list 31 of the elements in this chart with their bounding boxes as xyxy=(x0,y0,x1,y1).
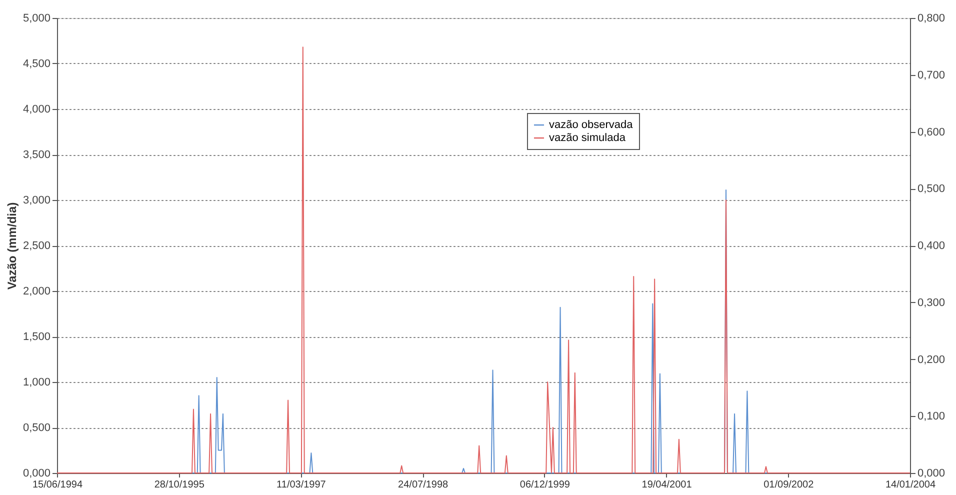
y-tick-label: 2,500 xyxy=(22,240,50,252)
legend-label: vazão observada xyxy=(549,119,634,131)
legend-label: vazão simulada xyxy=(549,132,626,144)
y-tick-label: 3,000 xyxy=(22,194,50,206)
y-tick-label: 1,500 xyxy=(22,331,50,343)
x-tick-label: 15/06/1994 xyxy=(32,480,83,490)
y2-tick-label: 0,400 xyxy=(918,240,946,252)
x-tick-label: 06/12/1999 xyxy=(520,480,570,490)
y2-tick-label: 0,800 xyxy=(918,12,946,24)
y-tick-label: 0,500 xyxy=(22,422,50,434)
y2-tick-label: 0,100 xyxy=(918,410,946,423)
y2-tick-label: 0,000 xyxy=(918,468,946,480)
x-tick-label: 01/09/2002 xyxy=(764,480,814,490)
y-tick-label: 1,000 xyxy=(22,376,50,388)
y-tick-label: 5,000 xyxy=(22,12,50,24)
x-tick-label: 14/01/2004 xyxy=(885,480,936,490)
x-tick-label: 24/07/1998 xyxy=(398,480,449,490)
y-tick-label: 3,500 xyxy=(22,149,50,161)
x-tick-label: 11/03/1997 xyxy=(276,480,326,490)
y-tick-label: 4,000 xyxy=(22,104,50,116)
y-tick-label: 0,000 xyxy=(22,468,50,480)
y-axis-title: Vazão (mm/dia) xyxy=(4,202,19,290)
x-tick-label: 19/04/2001 xyxy=(642,480,692,490)
y-tick-label: 4,500 xyxy=(22,58,50,70)
y-tick-label: 2,000 xyxy=(22,286,50,298)
y2-tick-label: 0,200 xyxy=(918,354,946,366)
y2-tick-label: 0,300 xyxy=(918,296,946,309)
x-tick-label: 28/10/1995 xyxy=(154,480,205,490)
y2-tick-label: 0,600 xyxy=(918,126,946,138)
y2-tick-label: 0,700 xyxy=(918,69,946,82)
y2-tick-label: 0,500 xyxy=(918,183,946,196)
